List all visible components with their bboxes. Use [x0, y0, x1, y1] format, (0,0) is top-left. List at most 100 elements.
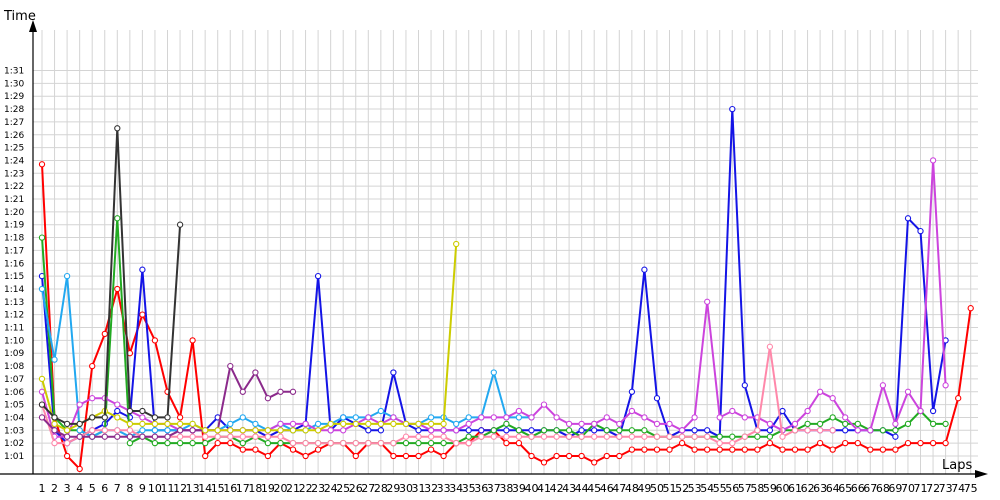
data-point: [741, 414, 748, 421]
data-point: [63, 452, 71, 460]
y-tick-label: 1:28: [4, 105, 24, 115]
data-point: [641, 427, 648, 434]
data-point: [892, 433, 899, 440]
x-tick-label: 52: [675, 482, 689, 495]
data-point: [842, 439, 849, 447]
data-point: [879, 427, 887, 434]
x-tick-label: 35: [462, 482, 476, 495]
data-point: [578, 452, 585, 460]
data-point: [503, 433, 510, 440]
data-point: [816, 388, 824, 395]
data-point: [653, 446, 661, 453]
data-point: [816, 420, 824, 428]
data-point: [440, 452, 447, 460]
data-point: [176, 414, 184, 421]
data-point: [553, 433, 560, 440]
data-point: [63, 272, 71, 280]
x-tick-label: 34: [449, 482, 463, 495]
y-tick-label: 1:19: [4, 221, 24, 231]
data-point: [766, 427, 774, 434]
data-point: [76, 401, 83, 408]
x-tick-label: 36: [474, 482, 488, 495]
x-tick-label: 32: [424, 482, 438, 495]
x-tick-label: 7: [114, 482, 121, 495]
data-point: [176, 427, 184, 434]
data-point: [402, 452, 410, 460]
data-point: [628, 433, 636, 440]
data-point: [453, 427, 460, 434]
data-point: [51, 414, 58, 421]
x-tick-label: 59: [763, 482, 777, 495]
data-point: [352, 439, 359, 447]
x-tick-label: 9: [139, 482, 146, 495]
x-tick-label: 6: [101, 482, 108, 495]
data-point: [277, 388, 284, 395]
series-line: [41, 275, 532, 438]
data-point: [942, 382, 949, 389]
data-point: [164, 439, 171, 447]
x-tick-label: 28: [374, 482, 388, 495]
data-point: [427, 414, 435, 421]
x-tick-label: 47: [612, 482, 626, 495]
data-point: [967, 305, 974, 312]
data-point: [314, 446, 322, 453]
x-tick-label: 21: [286, 482, 300, 495]
data-point: [139, 427, 146, 434]
x-tick-label: 41: [537, 482, 551, 495]
data-point: [565, 433, 573, 440]
x-tick-label: 40: [525, 482, 539, 495]
data-point: [340, 427, 347, 434]
data-point: [616, 452, 623, 460]
data-point: [114, 427, 121, 434]
data-point: [151, 414, 159, 421]
data-point: [164, 433, 171, 440]
x-tick-label: 3: [64, 482, 71, 495]
data-point: [842, 414, 849, 421]
y-tick-label: 1:05: [4, 401, 24, 411]
data-point: [214, 427, 221, 434]
data-point: [51, 439, 58, 447]
data-point: [340, 414, 347, 421]
data-point: [879, 382, 887, 389]
data-point: [227, 362, 234, 370]
data-point: [741, 433, 748, 440]
data-point: [867, 427, 874, 434]
data-point: [415, 433, 422, 440]
y-tick-label: 1:30: [4, 79, 24, 89]
data-point: [402, 420, 410, 428]
data-point: [603, 433, 610, 440]
x-tick-label: 20: [274, 482, 288, 495]
data-point: [38, 161, 46, 168]
x-tick-label: 51: [663, 482, 677, 495]
data-point: [653, 395, 661, 402]
data-point: [904, 439, 912, 447]
data-point: [139, 311, 146, 318]
data-point: [515, 433, 523, 440]
data-point: [804, 407, 811, 415]
data-point: [76, 465, 83, 473]
data-point: [729, 433, 736, 440]
y-tick-label: 1:16: [4, 259, 24, 269]
data-point: [515, 407, 523, 415]
data-point: [327, 420, 334, 428]
y-tick-label: 1:12: [4, 311, 24, 321]
x-tick-label: 74: [951, 482, 965, 495]
data-point: [89, 414, 96, 421]
data-point: [540, 433, 548, 440]
data-point: [716, 414, 723, 421]
data-point: [38, 388, 46, 395]
x-tick-label: 4: [76, 482, 83, 495]
data-point: [151, 439, 159, 447]
x-tick-label: 2: [51, 482, 58, 495]
y-tick-label: 1:03: [4, 426, 24, 436]
data-point: [252, 433, 259, 440]
x-tick-label: 16: [223, 482, 237, 495]
data-point: [252, 369, 259, 376]
data-point: [465, 427, 472, 434]
data-point: [540, 401, 548, 408]
data-point: [779, 407, 786, 415]
data-point: [38, 375, 46, 383]
x-tick-label: 60: [776, 482, 790, 495]
y-tick-label: 1:20: [4, 208, 24, 218]
data-point: [214, 433, 221, 440]
